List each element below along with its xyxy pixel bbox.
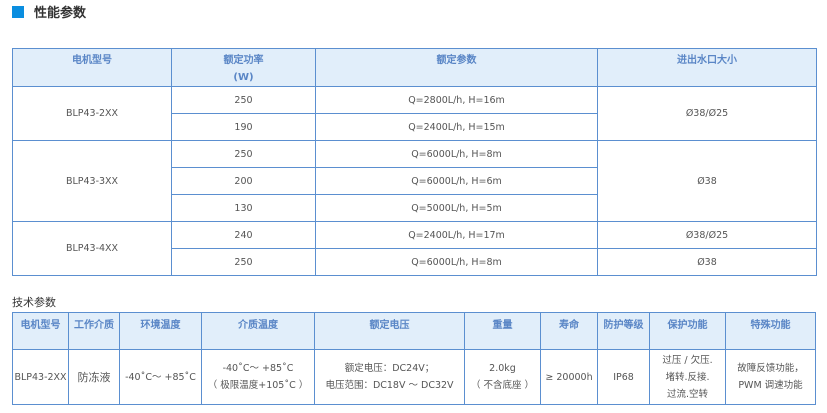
voltage-rated: 额定电压：DC24V； — [344, 363, 435, 374]
protection-line: 堵转.反接. — [665, 371, 710, 383]
section-title-text: 性能参数 — [34, 6, 87, 21]
weight-value: 2.0kg — [489, 363, 516, 374]
ports-cell: Ø38/Ø25 — [597, 86, 817, 141]
protection-line: 过压 / 欠压. — [662, 354, 713, 366]
power-cell: 190 — [171, 113, 316, 141]
model-cell: BLP43-2XX — [12, 86, 172, 141]
weight-cell: 2.0kg （ 不含底座 ） — [464, 349, 541, 405]
ports-cell: Ø38 — [597, 140, 817, 222]
tech-table: 电机型号 工作介质 环境温度 介质温度 额定电压 重量 寿命 防护等级 保护功能… — [12, 312, 816, 405]
medium-temp-cell: -40˚C～ +85˚C （ 极限温度+105˚C ） — [201, 349, 315, 405]
header-power-label: 额定功率 — [223, 55, 264, 66]
model-cell: BLP43-4XX — [12, 221, 172, 276]
power-cell: 130 — [171, 194, 316, 222]
power-cell: 250 — [171, 86, 316, 114]
power-cell: 200 — [171, 167, 316, 195]
params-cell: Q=2400L/h, H=15m — [315, 113, 598, 141]
table-row: 130 Q=5000L/h, H=5m — [13, 194, 817, 222]
special-line: PWM 调速功能 — [738, 380, 803, 391]
table-row: BLP43-2XX 250 Q=2800L/h, H=16m Ø38/Ø25 — [12, 86, 817, 141]
params-cell: Q=2800L/h, H=16m — [315, 86, 598, 114]
header-ambient: 环境温度 — [119, 312, 202, 350]
header-power: 额定功率 (W) — [171, 48, 316, 87]
voltage-cell: 额定电压：DC24V； 电压范围：DC18V ～ DC32V — [314, 349, 465, 405]
power-cell: 250 — [171, 140, 316, 168]
header-life: 寿命 — [540, 312, 598, 350]
tech-title: 技术参数 — [12, 296, 56, 309]
header-model: 电机型号 — [12, 48, 172, 87]
header-medium: 工作介质 — [68, 312, 120, 350]
power-cell: 240 — [171, 221, 316, 249]
table-row: 250 Q=6000L/h, H=8m Ø38 — [13, 248, 817, 276]
params-cell: Q=6000L/h, H=6m — [315, 167, 598, 195]
ports-cell: Ø38 — [597, 248, 817, 276]
ip-cell: IP68 — [597, 349, 650, 405]
voltage-range: 电压范围：DC18V ～ DC32V — [325, 380, 454, 391]
section-title: 性能参数 — [12, 2, 86, 21]
model-cell: BLP43-3XX — [12, 140, 172, 222]
params-cell: Q=6000L/h, H=8m — [315, 140, 598, 168]
table-header-row: 电机型号 工作介质 环境温度 介质温度 额定电压 重量 寿命 防护等级 保护功能… — [12, 312, 816, 350]
header-ip: 防护等级 — [597, 312, 650, 350]
medium-cell: 防冻液 — [68, 349, 120, 405]
header-params: 额定参数 — [315, 48, 598, 87]
params-cell: Q=2400L/h, H=17m — [315, 221, 598, 249]
medium-temp-line: -40˚C～ +85˚C — [222, 363, 294, 374]
table-row: BLP43-2XX 防冻液 -40˚C～ +85˚C -40˚C～ +85˚C （… — [12, 349, 816, 405]
header-medium-temp: 介质温度 — [201, 312, 315, 350]
performance-table: 电机型号 额定功率 (W) 额定参数 进出水口大小 BLP43-2XX 250 Q… — [12, 48, 817, 276]
protection-line: 过流.空转 — [666, 388, 709, 400]
table-row: BLP43-4XX 240 Q=2400L/h, H=17m Ø38/Ø25 — [12, 221, 817, 276]
model-cell: BLP43-2XX — [12, 349, 69, 405]
header-power-unit: (W) — [233, 72, 254, 83]
header-special: 特殊功能 — [725, 312, 816, 350]
medium-temp-limit: （ 极限温度+105˚C ） — [207, 380, 309, 391]
table-header-row: 电机型号 额定功率 (W) 额定参数 进出水口大小 — [12, 48, 817, 87]
life-cell: ≥ 20000h — [540, 349, 598, 405]
header-ports: 进出水口大小 — [597, 48, 817, 87]
special-cell: 故障反馈功能， PWM 调速功能 — [725, 349, 816, 405]
params-cell: Q=6000L/h, H=8m — [315, 248, 598, 276]
protection-cell: 过压 / 欠压. 堵转.反接. 过流.空转 — [649, 349, 726, 405]
table-row: BLP43-3XX 250 Q=6000L/h, H=8m Ø38 — [12, 140, 817, 222]
header-weight: 重量 — [464, 312, 541, 350]
header-protection: 保护功能 — [649, 312, 726, 350]
special-line: 故障反馈功能， — [737, 363, 804, 374]
header-model: 电机型号 — [12, 312, 69, 350]
power-cell: 250 — [171, 248, 316, 276]
ports-cell: Ø38/Ø25 — [597, 221, 817, 249]
params-cell: Q=5000L/h, H=5m — [315, 194, 598, 222]
section-marker-icon — [12, 5, 24, 18]
weight-note: （ 不含底座 ） — [470, 380, 535, 391]
header-voltage: 额定电压 — [314, 312, 465, 350]
ambient-cell: -40˚C～ +85˚C — [119, 349, 202, 405]
